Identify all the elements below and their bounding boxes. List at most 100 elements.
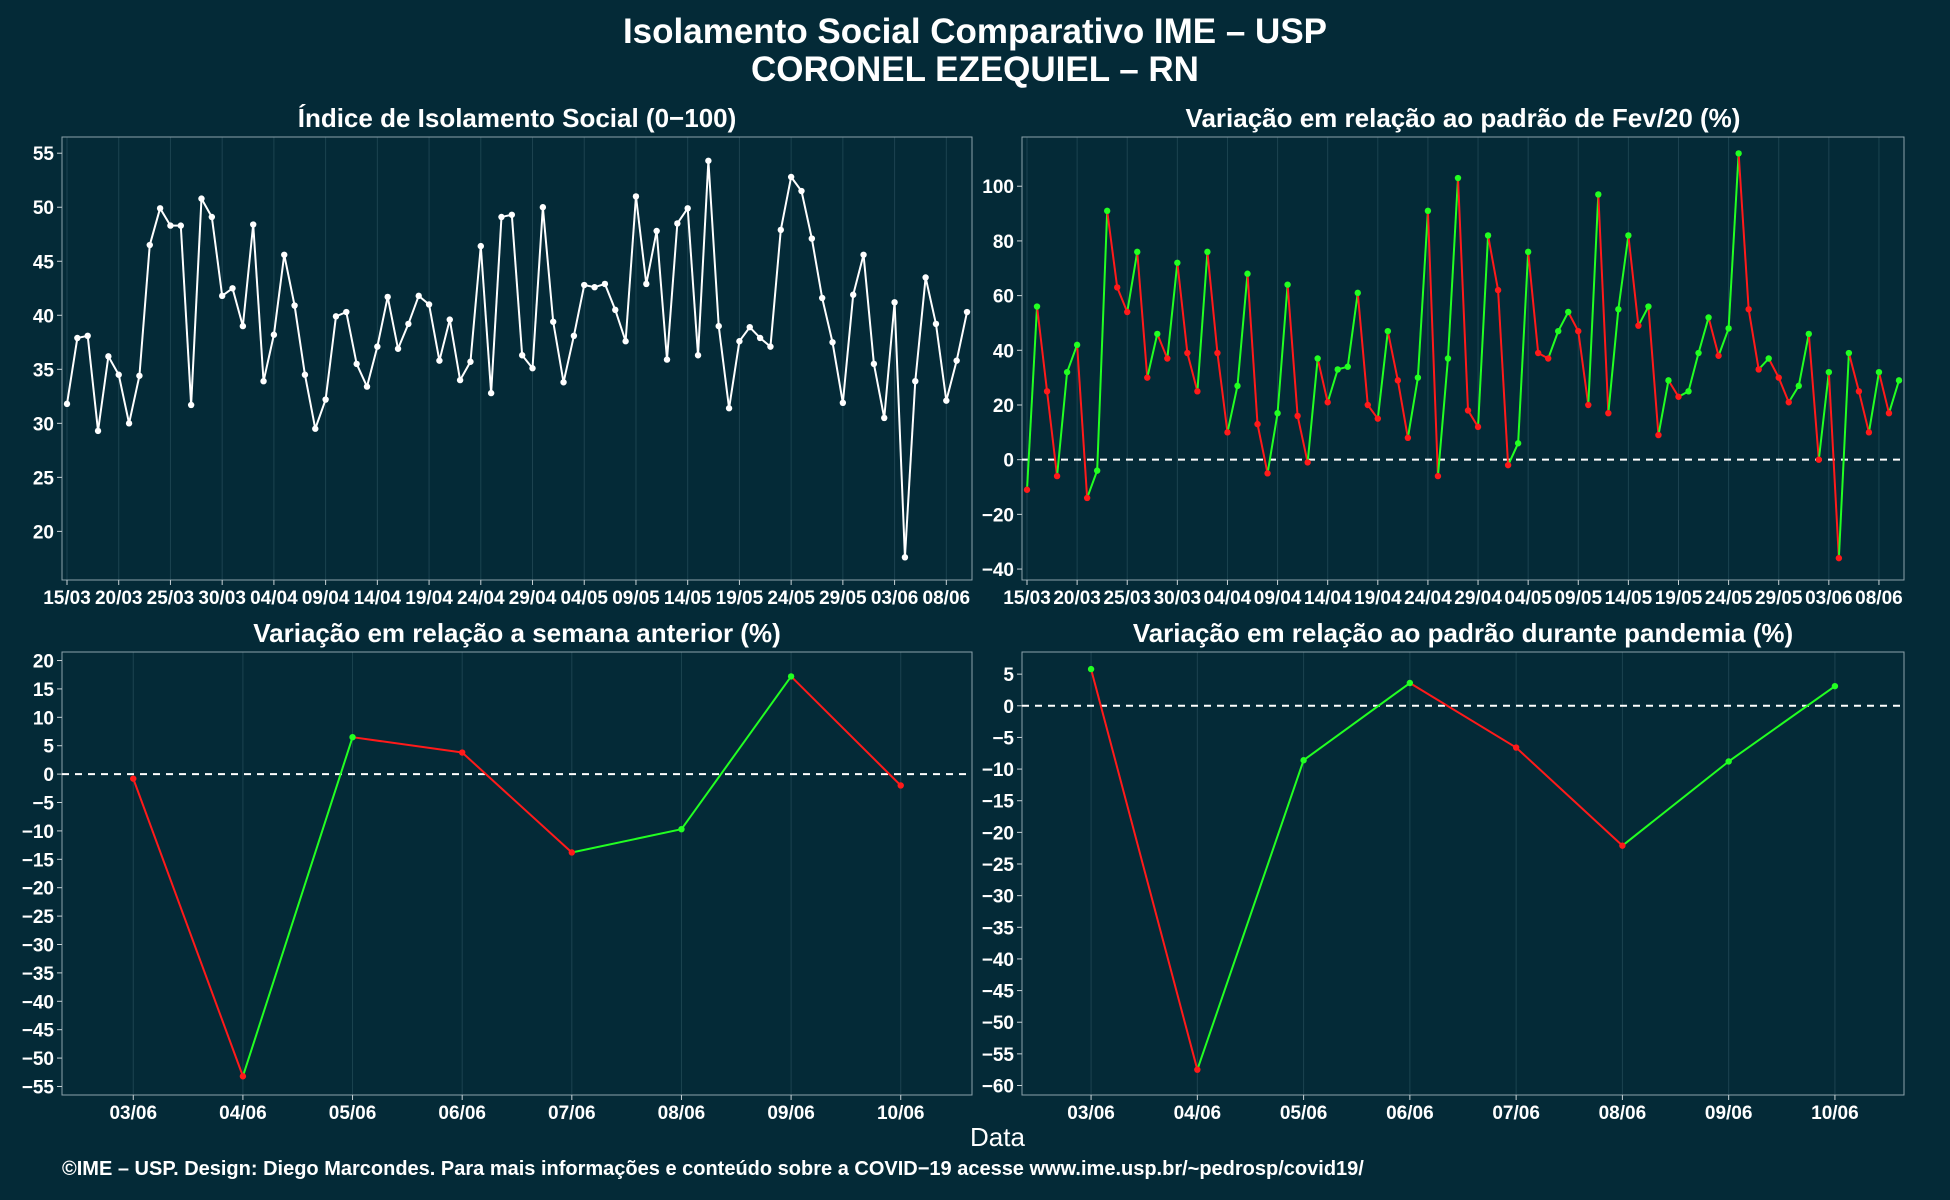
data-point-19: [1214, 349, 1221, 357]
series-segment-2: [1196, 759, 1305, 1071]
x-tick-label-13: 19/05: [1655, 588, 1703, 609]
data-point-80: [1825, 368, 1833, 376]
plot-border: [61, 651, 973, 1096]
series-segment-39: [1406, 377, 1419, 438]
x-tick-label-13: 19/05: [716, 588, 764, 609]
data-point-19: [260, 377, 267, 385]
data-point-2: [1300, 757, 1307, 764]
data-point-21: [1234, 382, 1241, 390]
series-segment-5: [571, 828, 682, 854]
series-segment-70: [779, 176, 793, 231]
data-point-24: [312, 425, 319, 432]
data-point-37: [1394, 377, 1402, 384]
data-point-69: [1715, 352, 1722, 359]
data-point-33: [405, 320, 412, 328]
series-segment-23: [1246, 273, 1259, 425]
series-segment-59: [666, 223, 679, 360]
series-segment-6: [1621, 760, 1730, 847]
series-segment-7: [790, 675, 902, 787]
series-segment-1: [1090, 668, 1199, 1070]
series-segment-57: [1587, 194, 1600, 406]
series-segment-4: [1409, 682, 1517, 749]
series-segment-77: [852, 254, 865, 296]
series-segment-65: [1667, 379, 1680, 398]
x-tick-label-0: 15/03: [43, 588, 91, 609]
data-point-2: [349, 733, 356, 741]
data-point-44: [1464, 407, 1472, 414]
plot-border: [61, 136, 973, 581]
series-segment-4: [97, 356, 110, 432]
data-point-16: [229, 285, 236, 292]
data-point-58: [663, 356, 671, 363]
series-segment-41: [1426, 210, 1439, 477]
y-tick-label-4: 40: [993, 341, 1014, 362]
data-point-5: [678, 826, 685, 833]
series-segment-30: [366, 346, 379, 387]
data-point-61: [1635, 322, 1642, 329]
series-segment-6: [680, 675, 792, 830]
y-tick-label-12: 0: [1003, 697, 1014, 718]
x-tick-label-17: 08/06: [923, 588, 971, 609]
data-point-11: [1134, 248, 1141, 256]
data-point-72: [1745, 306, 1752, 313]
data-point-68: [767, 343, 774, 350]
x-tick-label-9: 29/04: [509, 588, 557, 609]
series-segment-49: [562, 335, 575, 383]
x-tick-label-12: 14/05: [664, 588, 712, 609]
series-segment-12: [179, 225, 193, 406]
data-point-74: [829, 339, 836, 346]
data-point-85: [1875, 368, 1883, 376]
data-point-7: [1093, 467, 1101, 474]
series-segment-31: [1326, 369, 1339, 403]
data-point-48: [560, 379, 567, 386]
series-segment-24: [1256, 423, 1269, 474]
data-point-30: [1324, 399, 1331, 406]
data-point-40: [1424, 207, 1432, 215]
x-tick-label-16: 03/06: [871, 588, 919, 609]
series-segment-56: [1577, 331, 1590, 406]
y-tick-label-14: 15: [33, 680, 55, 701]
data-point-58: [1605, 409, 1612, 417]
data-point-32: [394, 345, 402, 352]
series-segment-19: [1206, 251, 1219, 354]
series-segment-21: [272, 254, 286, 335]
data-point-77: [1795, 382, 1802, 390]
x-tick-label-6: 14/04: [1304, 588, 1352, 609]
series-segment-40: [1416, 210, 1429, 378]
series-segment-72: [1737, 153, 1750, 310]
x-tick-label-4: 07/06: [548, 1103, 596, 1124]
series-segment-2: [1036, 306, 1049, 392]
data-point-18: [250, 221, 257, 228]
data-point-75: [839, 399, 847, 406]
data-point-86: [953, 357, 960, 364]
data-point-35: [1374, 415, 1382, 422]
data-point-20: [270, 331, 278, 338]
data-point-52: [1544, 355, 1552, 362]
data-point-49: [1514, 440, 1522, 447]
panel-variation-feb: Variação em relação ao padrão de Fev/20 …: [975, 100, 1950, 615]
data-point-81: [1835, 554, 1843, 562]
series-segment-60: [1617, 235, 1630, 310]
data-point-6: [125, 420, 133, 427]
data-point-0: [130, 775, 137, 782]
series-segment-1: [132, 778, 244, 1077]
y-tick-label-10: −10: [982, 760, 1014, 781]
series-segment-71: [1727, 153, 1740, 329]
data-point-2: [84, 332, 91, 340]
series-segment-36: [428, 304, 441, 361]
x-tick-label-15: 29/05: [819, 588, 867, 609]
series-segment-37: [438, 319, 451, 361]
series-segment-16: [1176, 262, 1189, 354]
series-segment-47: [1487, 235, 1500, 291]
y-tick-label-7: −25: [982, 855, 1015, 876]
data-point-50: [581, 281, 588, 289]
data-point-37: [446, 316, 453, 323]
y-tick-label-4: −40: [982, 950, 1014, 971]
data-point-84: [932, 320, 940, 328]
data-point-64: [725, 405, 733, 412]
panel-title-variation-feb: Variação em relação ao padrão de Fev/20 …: [1185, 103, 1741, 133]
y-tick-label-0: −55: [22, 1077, 55, 1098]
series-segment-15: [1166, 262, 1179, 359]
data-point-43: [508, 211, 516, 218]
y-tick-label-3: 35: [33, 360, 55, 381]
